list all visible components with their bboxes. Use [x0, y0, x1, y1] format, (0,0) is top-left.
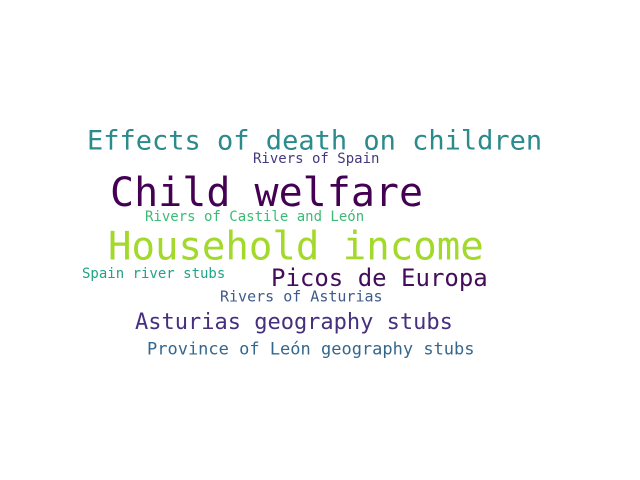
word-asturias-geography-stubs: Asturias geography stubs — [135, 310, 453, 335]
word-spain-river-stubs: Spain river stubs — [82, 266, 226, 282]
word-rivers-of-asturias: Rivers of Asturias — [220, 287, 383, 306]
word-effects-of-death-on-children: Effects of death on children — [87, 125, 543, 157]
word-child-welfare: Child welfare — [110, 170, 424, 216]
word-household-income: Household income — [108, 224, 484, 270]
word-rivers-of-spain: Rivers of Spain — [253, 151, 380, 167]
word-province-of-leon-geography-stubs: Province of León geography stubs — [147, 339, 475, 360]
word-picos-de-europa: Picos de Europa — [271, 264, 488, 292]
word-rivers-of-castile-and-leon: Rivers of Castile and León — [145, 209, 365, 225]
